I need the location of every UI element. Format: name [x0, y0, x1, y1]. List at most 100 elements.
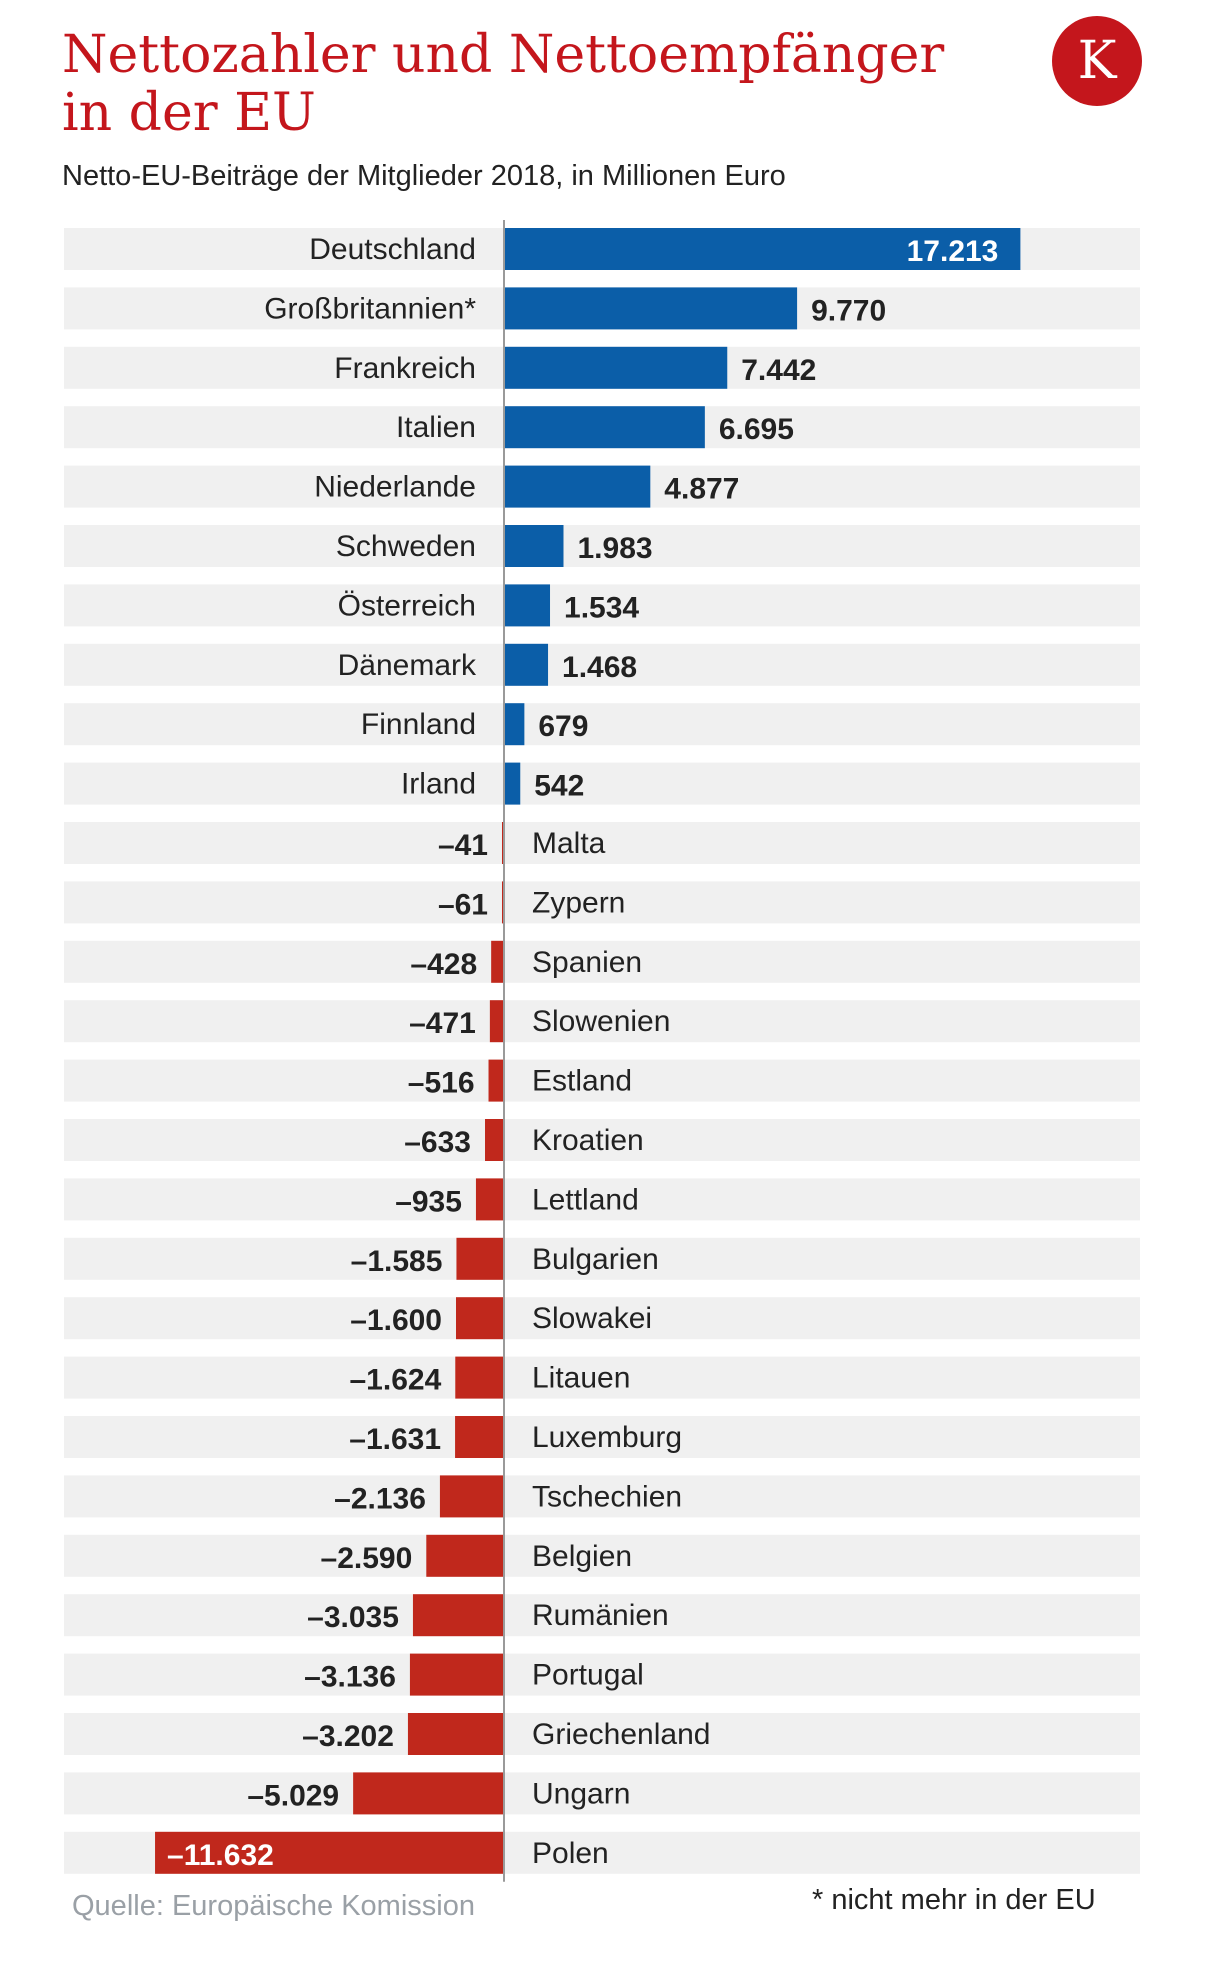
source-note: Quelle: Europäische Komission — [72, 1890, 475, 1922]
category-label: Dänemark — [338, 649, 477, 682]
bar-ungarn — [353, 1772, 504, 1815]
data-label: –3.202 — [302, 1720, 394, 1753]
row-background — [64, 584, 1140, 627]
bar-slowakei — [456, 1297, 504, 1340]
category-label: Luxemburg — [532, 1421, 682, 1454]
bar-österreich — [504, 584, 551, 627]
data-label: –3.035 — [307, 1601, 399, 1634]
data-label: 542 — [534, 770, 584, 803]
data-label: –1.600 — [350, 1304, 442, 1337]
data-label: 7.442 — [741, 354, 816, 387]
data-label: 679 — [538, 710, 588, 743]
row-background — [64, 1475, 1140, 1518]
row-background — [64, 525, 1140, 567]
category-label: Tschechien — [532, 1480, 682, 1513]
row-background — [64, 1713, 1140, 1755]
row-background — [64, 1772, 1140, 1815]
category-label: Kroatien — [532, 1124, 644, 1157]
bar-finnland — [504, 703, 525, 746]
bar-rumänien — [412, 1594, 504, 1637]
category-label: Finnland — [361, 708, 476, 741]
bar-spanien — [491, 940, 504, 983]
bar-schweden — [504, 525, 564, 567]
row-background — [64, 643, 1140, 686]
category-label: Zypern — [532, 886, 625, 919]
data-label: –2.136 — [334, 1482, 426, 1515]
bar-litauen — [455, 1356, 504, 1399]
data-label: 1.468 — [562, 651, 637, 684]
data-label: –3.136 — [304, 1661, 396, 1694]
data-label: –1.585 — [351, 1245, 443, 1278]
bar-deutschland — [504, 228, 1021, 270]
row-background — [64, 1000, 1140, 1043]
category-label: Polen — [532, 1837, 609, 1870]
data-label: –428 — [410, 948, 477, 981]
bar-slowenien — [489, 1000, 504, 1043]
row-background — [64, 1119, 1140, 1161]
row-background — [64, 1237, 1140, 1280]
category-label: Niederlande — [314, 471, 476, 504]
bar-niederlande — [504, 465, 651, 508]
category-label: Malta — [532, 827, 606, 860]
row-background — [64, 1653, 1140, 1696]
row-background — [64, 1059, 1140, 1102]
category-label: Lettland — [532, 1183, 639, 1216]
footnote: * nicht mehr in der EU — [812, 1884, 1096, 1916]
data-label: –1.631 — [349, 1423, 441, 1456]
brand-logo: K — [1052, 16, 1142, 106]
category-label: Ungarn — [532, 1777, 630, 1810]
row-background — [64, 940, 1140, 983]
category-label: Belgien — [532, 1540, 632, 1573]
bar-estland — [488, 1059, 504, 1102]
row-background — [64, 703, 1140, 746]
data-label: 9.770 — [811, 294, 886, 327]
data-label: –1.624 — [350, 1364, 442, 1397]
category-label: Griechenland — [532, 1718, 710, 1751]
bar-irland — [504, 762, 521, 805]
data-label: 1.983 — [577, 532, 652, 565]
category-label: Portugal — [532, 1659, 644, 1692]
category-label: Slowenien — [532, 1005, 670, 1038]
bar-lettland — [475, 1178, 504, 1221]
data-label: –41 — [438, 829, 488, 862]
chart-subtitle: Netto-EU-Beiträge der Mitglieder 2018, i… — [62, 160, 786, 192]
bar-bulgarien — [456, 1237, 504, 1280]
row-background — [64, 1594, 1140, 1637]
category-label: Irland — [401, 768, 476, 801]
bar-polen — [155, 1831, 505, 1874]
data-label: –5.029 — [247, 1779, 339, 1812]
data-label: –935 — [395, 1185, 462, 1218]
category-label: Österreich — [338, 589, 476, 622]
row-background — [64, 1178, 1140, 1221]
category-label: Großbritannien* — [264, 292, 476, 325]
data-label: 17.213 — [907, 235, 999, 268]
bar-frankreich — [504, 346, 728, 389]
category-label: Schweden — [336, 530, 476, 563]
bar-kroatien — [485, 1119, 504, 1161]
category-label: Spanien — [532, 946, 642, 979]
bar-griechenland — [407, 1713, 504, 1755]
category-label: Italien — [396, 411, 476, 444]
data-label: –61 — [438, 888, 488, 921]
data-label: 4.877 — [664, 473, 739, 506]
row-background — [64, 762, 1140, 805]
chart-title: Nettozahler und Nettoempfänger in der EU — [62, 25, 945, 143]
category-label: Slowakei — [532, 1302, 652, 1335]
row-background — [64, 1416, 1140, 1458]
bar-belgien — [426, 1534, 504, 1577]
data-label: –2.590 — [321, 1542, 413, 1575]
row-background — [64, 1297, 1140, 1340]
row-background — [64, 1534, 1140, 1577]
bar-großbritannien- — [504, 287, 798, 330]
data-label: 1.534 — [564, 591, 639, 624]
bar-tschechien — [439, 1475, 504, 1518]
bar-luxemburg — [455, 1416, 504, 1458]
row-background — [64, 822, 1140, 864]
row-background — [64, 1356, 1140, 1399]
category-label: Bulgarien — [532, 1243, 659, 1276]
category-label: Estland — [532, 1065, 632, 1098]
category-label: Litauen — [532, 1362, 630, 1395]
data-label: –471 — [409, 1007, 476, 1040]
bar-italien — [504, 406, 705, 449]
